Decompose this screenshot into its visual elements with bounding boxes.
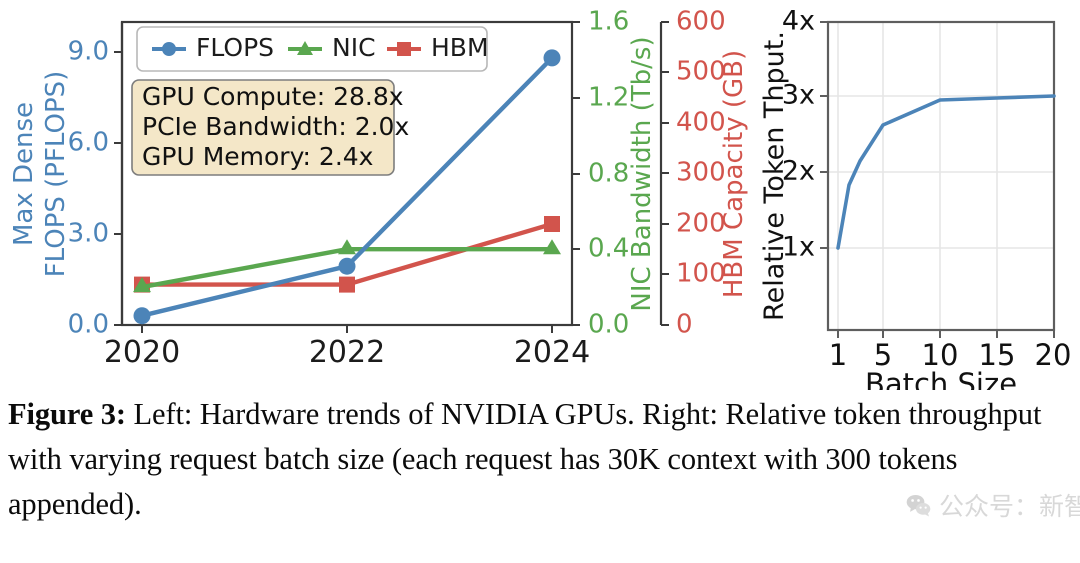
nic-ylabel: NIC Bandwidth (Tb/s) bbox=[627, 36, 657, 311]
right-ytick-4x: 4x bbox=[782, 6, 815, 37]
annotation-line-2: PCIe Bandwidth: 2.0x bbox=[142, 112, 409, 141]
right-xtick-10: 10 bbox=[922, 338, 959, 372]
hbm-ytick-4: 400 bbox=[676, 108, 726, 138]
nic-ytick-0: 0.0 bbox=[588, 310, 629, 340]
legend-entry-flops[interactable]: FLOPS bbox=[152, 33, 274, 62]
right-plot-area bbox=[826, 20, 1056, 332]
hbm-ytick-5: 500 bbox=[676, 57, 726, 87]
right-xtick-20: 20 bbox=[1035, 338, 1072, 372]
nic-ytick-1: 0.4 bbox=[588, 234, 629, 264]
right-series-line bbox=[836, 94, 1056, 250]
left-xtick-2020: 2020 bbox=[104, 335, 180, 370]
annotation-line-3: GPU Memory: 2.4x bbox=[142, 142, 373, 171]
left-ylabel-line1: Max Dense bbox=[9, 102, 39, 246]
left-axis-flops: 0.0 3.0 6.0 9.0 Max Dense FLOPS (PFLOPS) bbox=[9, 22, 124, 340]
left-ytick-0: 0.0 bbox=[68, 310, 109, 340]
left-xtick-2024: 2024 bbox=[514, 335, 590, 370]
figure-caption-prefix: Figure 3: bbox=[8, 397, 126, 431]
hbm-ytick-6: 600 bbox=[676, 7, 726, 37]
right-yaxis: 1x 2x 3x 4x Relative Token Thput. bbox=[759, 6, 828, 321]
legend-label-flops: FLOPS bbox=[196, 33, 274, 62]
nic-ytick-4: 1.6 bbox=[588, 7, 629, 37]
series-nic bbox=[133, 239, 561, 293]
hbm-ylabel: HBM Capacity (GB) bbox=[719, 50, 749, 298]
hbm-axis: 0 100 200 300 400 500 600 HBM Capacity (… bbox=[659, 7, 749, 340]
right-xtick-5: 5 bbox=[874, 338, 892, 372]
hardware-trends-chart: 0.0 3.0 6.0 9.0 Max Dense FLOPS (PFLOPS)… bbox=[9, 7, 749, 371]
right-xlabel: Batch Size bbox=[865, 367, 1017, 390]
right-ytick-3x: 3x bbox=[782, 80, 815, 111]
series-flops bbox=[133, 49, 561, 325]
right-xtick-1: 1 bbox=[829, 338, 847, 372]
left-ylabel-line2: FLOPS (PFLOPS) bbox=[41, 71, 71, 278]
right-grid bbox=[828, 22, 1054, 330]
right-ytick-2x: 2x bbox=[782, 156, 815, 187]
nic-ytick-2: 0.8 bbox=[588, 159, 629, 189]
legend-label-nic: NIC bbox=[332, 33, 376, 62]
legend-entry-nic[interactable]: NIC bbox=[288, 33, 376, 62]
left-xtick-2022: 2022 bbox=[309, 335, 385, 370]
legend-entry-hbm[interactable]: HBM bbox=[387, 33, 489, 62]
left-ytick-3: 9.0 bbox=[68, 37, 109, 67]
nic-axis: 0.0 0.4 0.8 1.2 1.6 NIC Bandwidth (Tb/s) bbox=[572, 7, 657, 340]
figure-caption-body: Left: Hardware trends of NVIDIA GPUs. Ri… bbox=[8, 397, 1042, 521]
figure-plots: 0.0 3.0 6.0 9.0 Max Dense FLOPS (PFLOPS)… bbox=[9, 6, 1071, 391]
hbm-ytick-2: 200 bbox=[676, 209, 726, 239]
nic-ytick-3: 1.2 bbox=[588, 83, 629, 113]
right-ytick-1x: 1x bbox=[782, 232, 815, 263]
hbm-ytick-3: 300 bbox=[676, 158, 726, 188]
annotation-line-1: GPU Compute: 28.8x bbox=[142, 82, 404, 111]
chart-legend[interactable]: FLOPS NIC HBM bbox=[136, 26, 489, 72]
hbm-ytick-0: 0 bbox=[676, 310, 693, 340]
legend-label-hbm: HBM bbox=[431, 33, 489, 62]
left-xaxis: 2020 2022 2024 bbox=[104, 325, 590, 370]
figure-caption: Figure 3: Left: Hardware trends of NVIDI… bbox=[8, 392, 1072, 527]
right-ylabel: Relative Token Thput. bbox=[759, 31, 790, 321]
right-xtick-15: 15 bbox=[979, 338, 1016, 372]
left-ytick-1: 3.0 bbox=[68, 219, 109, 249]
right-xaxis: 1 5 10 15 20 Batch Size bbox=[829, 330, 1072, 390]
relative-token-throughput-chart: 1x 2x 3x 4x Relative Token Thput. 1 5 10 bbox=[759, 6, 1071, 391]
annotation-box: GPU Compute: 28.8x PCIe Bandwidth: 2.0x … bbox=[131, 79, 409, 176]
left-ytick-2: 6.0 bbox=[68, 128, 109, 158]
hbm-ytick-1: 100 bbox=[676, 259, 726, 289]
right-plot-group: 1x 2x 3x 4x Relative Token Thput. 1 5 10 bbox=[759, 6, 1071, 391]
